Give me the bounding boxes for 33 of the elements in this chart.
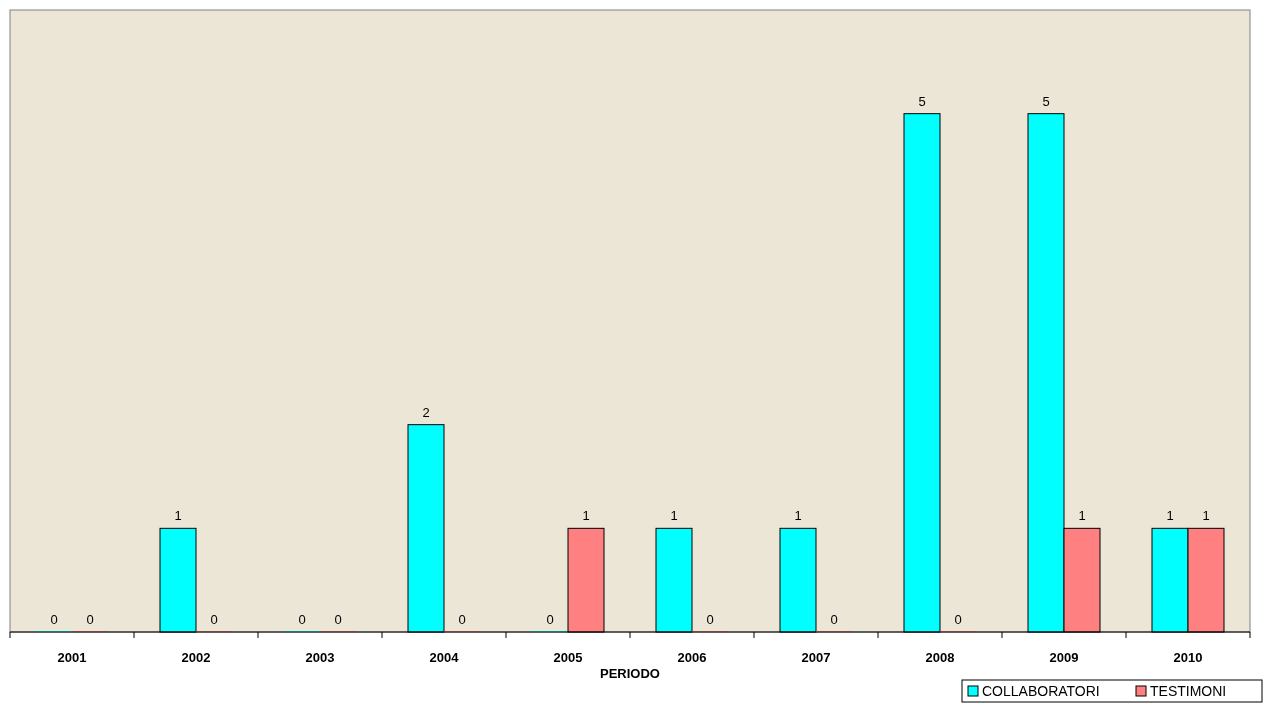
data-label: 0	[830, 612, 838, 627]
x-tick-label: 2006	[677, 650, 707, 665]
x-tick-label: 2004	[429, 650, 460, 665]
data-label: 0	[954, 612, 962, 627]
x-axis-title: PERIODO	[600, 666, 660, 681]
data-label: 0	[706, 612, 714, 627]
data-label: 5	[1042, 93, 1050, 109]
x-tick-label: 2005	[553, 650, 583, 665]
x-tick-label: 2002	[181, 650, 211, 665]
data-label: 0	[546, 612, 554, 627]
legend-label: TESTIMONI	[1150, 683, 1227, 699]
data-label: 1	[174, 508, 182, 524]
x-tick-label: 2003	[305, 650, 335, 665]
x-tick-label: 2010	[1173, 650, 1203, 665]
data-label: 2	[422, 404, 430, 420]
data-label: 1	[1166, 508, 1174, 524]
x-tick-label: 2001	[57, 650, 87, 665]
data-label: 5	[918, 93, 926, 109]
data-label: 0	[298, 612, 306, 627]
data-label: 1	[582, 508, 590, 524]
data-label: 1	[1202, 508, 1210, 524]
legend-label: COLLABORATORI	[982, 683, 1100, 699]
data-label: 0	[334, 612, 342, 627]
x-tick-label: 2008	[925, 650, 955, 665]
data-label: 1	[794, 508, 802, 524]
data-label: 0	[458, 612, 466, 627]
data-label: 0	[50, 612, 58, 627]
x-tick-label: 2009	[1049, 650, 1079, 665]
data-label: 1	[1078, 508, 1086, 524]
data-label: 0	[86, 612, 94, 627]
data-label: 1	[670, 508, 678, 524]
data-label: 0	[210, 612, 218, 627]
x-tick-label: 2007	[801, 650, 831, 665]
